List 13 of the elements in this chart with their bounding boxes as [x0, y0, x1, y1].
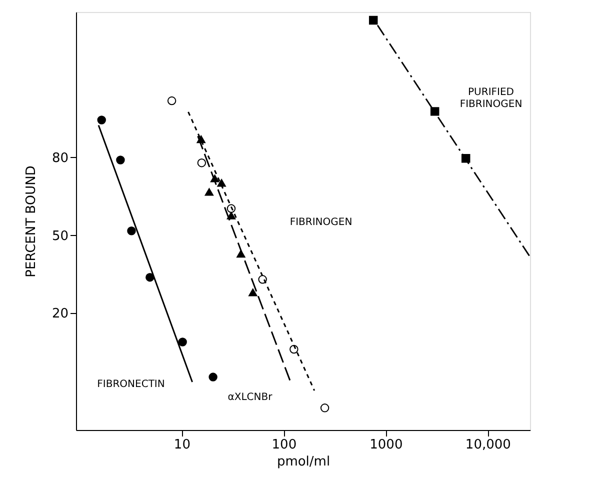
- y-tick-label: 50: [52, 228, 68, 244]
- x-tick-label: 100: [272, 438, 297, 452]
- annotation: FIBRINOGEN: [290, 217, 352, 228]
- y-tick-label: 80: [52, 150, 68, 166]
- x-tick-label: 10,000: [465, 438, 511, 452]
- y-axis-title: PERCENT BOUND: [24, 166, 39, 278]
- y-tick-label: 20: [52, 306, 68, 322]
- annotation: αXLCNBr: [228, 392, 274, 403]
- x-tick-label: 1000: [370, 438, 403, 452]
- annotation: FIBRONECTIN: [97, 379, 165, 390]
- annotation: PURIFIED FIBRINOGEN: [460, 87, 522, 110]
- x-tick-label: 10: [174, 438, 190, 452]
- x-axis-title: pmol/ml: [276, 454, 330, 470]
